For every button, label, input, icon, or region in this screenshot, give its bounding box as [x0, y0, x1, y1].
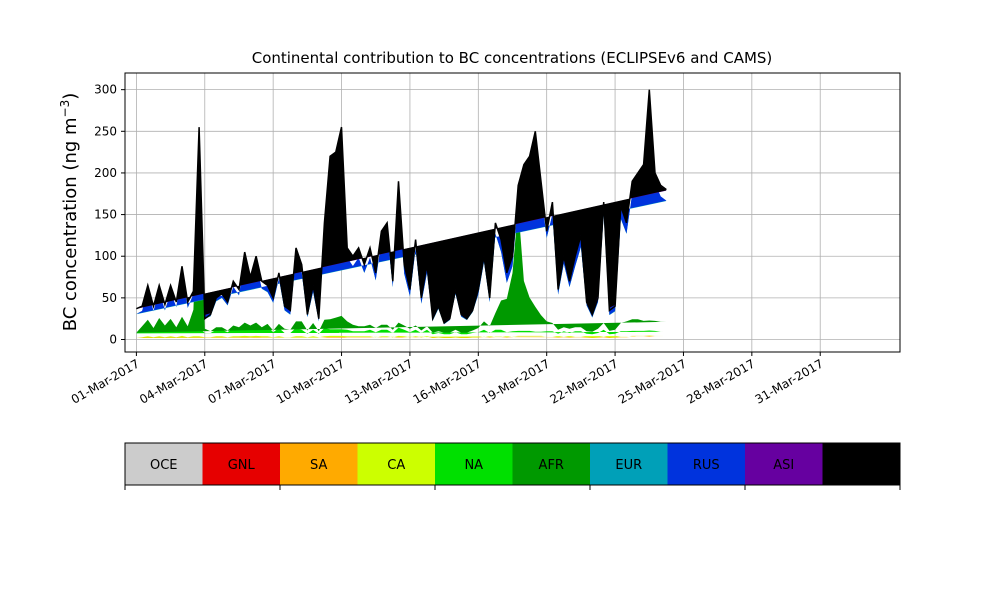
- legend-swatch-na: [435, 443, 513, 485]
- grid-lines: [125, 73, 900, 352]
- y-tick-label: 200: [94, 166, 117, 180]
- legend-label-afr: AFR: [539, 458, 564, 473]
- legend-label-gnl: GNL: [228, 458, 256, 473]
- x-axis: 01-Mar-201704-Mar-201707-Mar-201710-Mar-…: [69, 352, 826, 407]
- legend-label-sa: SA: [310, 458, 327, 473]
- legend-label-rus: RUS: [693, 458, 720, 473]
- area-ca: [136, 335, 667, 338]
- x-tick-label: 31-Mar-2017: [753, 356, 826, 406]
- area-aus: [136, 90, 667, 322]
- stacked-areas: [136, 90, 667, 338]
- legend-label-aus: AUS: [848, 458, 875, 473]
- y-tick-label: 150: [94, 208, 117, 222]
- x-tick-label: 10-Mar-2017: [274, 356, 347, 406]
- y-axis-label-close: ): [60, 93, 81, 100]
- legend-swatch-eur: [590, 443, 668, 485]
- y-axis: 0 50 100 150 200 250 300: [94, 83, 125, 347]
- legend-label-oce: OCE: [150, 458, 178, 473]
- total-outline: [136, 89, 667, 325]
- x-tick-label: 07-Mar-2017: [206, 356, 279, 406]
- y-tick-label: 300: [94, 83, 117, 97]
- legend-swatch-gnl: [202, 443, 281, 485]
- legend-label-eur: EUR: [615, 458, 642, 473]
- legend-swatch-afr: [512, 443, 591, 485]
- y-axis-label-main: BC concentration (ng m: [60, 117, 81, 331]
- legend-label-na: NA: [464, 458, 483, 473]
- y-axis-label: BC concentration (ng m−3): [58, 93, 81, 332]
- x-tick-label: 25-Mar-2017: [616, 356, 689, 406]
- legend-swatch-sa: [280, 443, 358, 485]
- area-na: [136, 319, 667, 335]
- x-tick-label: 04-Mar-2017: [137, 356, 210, 406]
- y-tick-label: 50: [102, 291, 117, 305]
- y-tick-label: 250: [94, 124, 117, 138]
- x-tick-label: 22-Mar-2017: [547, 356, 620, 406]
- x-tick-label: 01-Mar-2017: [69, 356, 142, 406]
- legend-swatch-oce: [125, 443, 203, 485]
- area-sa: [136, 336, 667, 338]
- y-axis-label-exponent: −3: [58, 100, 72, 118]
- chart-title: Continental contribution to BC concentra…: [252, 49, 773, 67]
- plot-frame: [124, 72, 901, 353]
- legend-swatch-ca: [357, 443, 436, 485]
- legend-swatch-asi: [745, 443, 823, 485]
- x-tick-label: 28-Mar-2017: [684, 356, 757, 406]
- legend-colorbar: OCE GNL SA CA NA AFR EUR RUS ASI AUS: [124, 442, 901, 490]
- y-tick-label: 0: [109, 333, 117, 347]
- y-tick-label: 100: [94, 249, 117, 263]
- legend-label-asi: ASI: [773, 458, 794, 473]
- x-tick-label: 16-Mar-2017: [411, 356, 484, 406]
- legend-frame: [124, 442, 901, 486]
- x-tick-label: 13-Mar-2017: [342, 356, 415, 406]
- legend-swatch-aus: [822, 443, 901, 485]
- legend-swatch-rus: [667, 443, 746, 485]
- x-tick-label: 19-Mar-2017: [479, 356, 552, 406]
- legend-label-ca: CA: [387, 458, 405, 473]
